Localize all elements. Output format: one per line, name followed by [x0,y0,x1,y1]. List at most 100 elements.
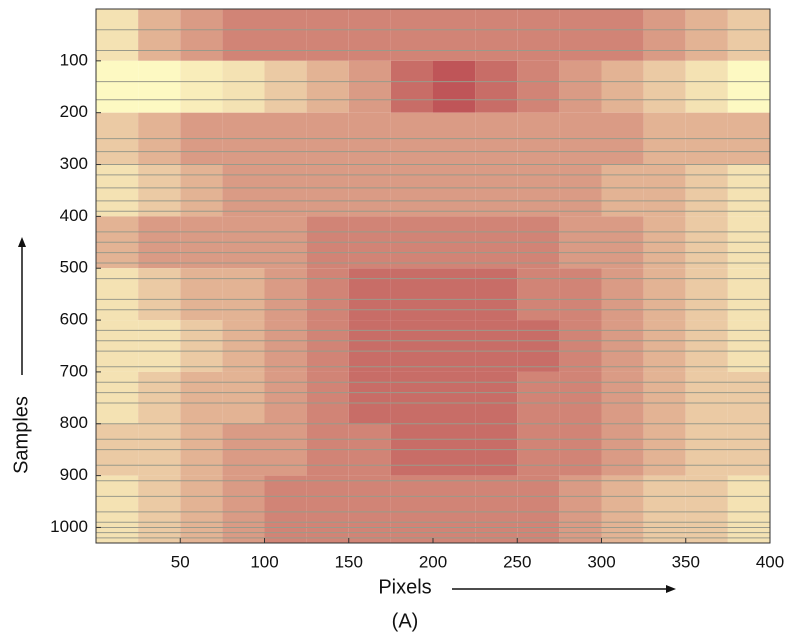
density-cell [348,320,391,372]
density-cell [433,60,476,113]
density-cell [138,371,181,424]
density-cell [601,60,644,113]
density-cell [727,320,770,372]
density-cell [390,268,433,321]
density-cell [180,9,223,61]
density-cell [433,475,476,543]
y-tick-label: 1000 [50,517,88,536]
x-arrow-head [666,585,676,593]
density-cell [222,164,265,217]
y-tick-label: 100 [60,50,88,69]
density-cell [601,371,644,424]
density-cell [601,9,644,61]
density-cell [517,164,560,217]
density-cell [601,320,644,372]
density-cell [517,60,560,113]
density-cell [96,320,139,372]
caption: (A) [392,610,419,632]
x-tick-label: 350 [672,552,700,571]
density-cell [390,320,433,372]
density-cell [475,164,518,217]
density-cell [433,268,476,321]
density-cell [96,60,139,113]
density-cell [390,60,433,113]
density-cell [306,371,349,424]
density-cell [559,268,602,321]
density-cell [685,9,728,61]
density-cell [306,164,349,217]
density-cell [685,371,728,424]
density-cell [264,164,307,217]
density-cell [685,60,728,113]
density-cell [390,475,433,543]
density-cell [264,268,307,321]
density-cell [685,164,728,217]
density-cell [264,371,307,424]
density-cell [559,60,602,113]
density-cell [643,371,686,424]
density-cell [517,475,560,543]
density-cell [601,268,644,321]
density-cell [96,371,139,424]
density-cell [96,9,139,61]
density-cell [685,320,728,372]
density-cell [180,371,223,424]
density-cell [559,164,602,217]
density-cell [727,268,770,321]
density-cell [475,371,518,424]
density-cell [433,371,476,424]
density-cell [475,60,518,113]
x-tick-label: 250 [503,552,531,571]
density-cell [180,475,223,543]
density-cell [348,60,391,113]
y-tick-label: 900 [60,465,88,484]
y-tick-label: 500 [60,258,88,277]
y-axis-label: Samples [10,396,32,474]
density-cell [180,320,223,372]
density-cell [222,60,265,113]
density-cell [306,60,349,113]
density-cell [180,164,223,217]
density-cell [643,9,686,61]
density-cell [138,268,181,321]
density-cell [517,320,560,372]
density-cell [517,268,560,321]
density-cell [180,60,223,113]
density-cell [475,9,518,61]
density-cell [727,475,770,543]
y-tick-label: 300 [60,154,88,173]
density-cell [264,475,307,543]
x-tick-label: 100 [250,552,278,571]
density-cell [517,371,560,424]
density-cell [517,9,560,61]
density-cell [390,9,433,61]
density-cell [727,9,770,61]
density-cell [643,475,686,543]
density-cell [475,475,518,543]
x-tick-label: 200 [419,552,447,571]
density-cell [643,60,686,113]
density-cell [306,9,349,61]
density-cell [433,9,476,61]
density-cell [222,371,265,424]
density-cell [138,164,181,217]
density-cell [601,475,644,543]
density-cell [685,475,728,543]
density-cell [138,320,181,372]
density-cell [685,268,728,321]
y-tick-label: 800 [60,413,88,432]
density-cell [643,164,686,217]
y-tick-label: 600 [60,310,88,329]
density-cell [643,320,686,372]
density-cell [96,164,139,217]
density-cell [306,475,349,543]
density-cell [433,320,476,372]
density-cell [138,9,181,61]
density-cell [348,475,391,543]
density-cell [96,475,139,543]
x-tick-label: 300 [587,552,615,571]
density-cell [475,320,518,372]
density-cell [727,60,770,113]
density-cell [348,371,391,424]
